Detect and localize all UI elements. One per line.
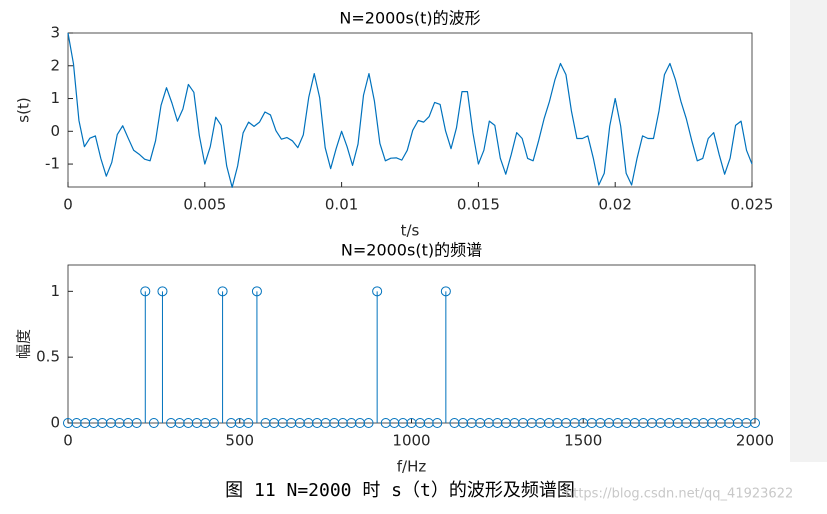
x-tick-label: 0.005 [183,196,226,214]
stem-marker [243,418,254,428]
x-axis-label: t/s [401,222,420,240]
x-tick-label: 0.015 [457,196,500,214]
stem-marker [217,286,228,297]
y-tick-label: 0 [50,414,60,432]
chart-title: N=2000s(t)的波形 [339,9,480,28]
line [67,32,753,188]
x-tick-label: 2000 [736,432,774,450]
stem-marker [750,418,760,428]
chart-title: N=2000s(t)的频谱 [341,241,482,260]
y-axis-label: 幅度 [15,329,33,359]
x-tick-label: 1000 [392,432,430,450]
y-tick-label: 3 [50,24,60,42]
margin [790,0,827,465]
stem-marker [140,286,151,297]
y-tick-label: 0 [50,122,60,140]
y-tick-label: -1 [45,155,60,173]
watermark: https://blog.csdn.net/qq_41923622 [565,487,793,502]
stem-marker [432,418,443,428]
stem-marker [208,418,219,428]
y-tick-label: 0.5 [36,348,60,366]
stem-marker [440,286,451,297]
stem-marker [251,286,262,297]
y-tick-label: 1 [50,89,60,107]
x-tick-label: 0 [63,196,73,214]
stem-marker [131,418,142,428]
x-tick-label: 0.025 [731,196,774,214]
stem-marker [148,418,159,428]
stem-marker [157,286,168,297]
x-tick-label: 0.02 [598,196,631,214]
caption-band [0,462,827,514]
axes-box [67,32,753,188]
stem-marker [372,286,383,297]
x-tick-label: 500 [225,432,254,450]
stem-marker [363,418,374,428]
caption: 图 11 N=2000 时 s（t）的波形及频谱图 [225,480,575,501]
x-tick-label: 0.01 [325,196,358,214]
axes-box [67,264,756,424]
y-axis-label: s(t) [15,97,33,122]
x-tick-label: 1500 [564,432,602,450]
x-axis-label: f/Hz [397,458,427,476]
y-tick-label: 1 [50,282,60,300]
x-tick-label: 0 [63,432,73,450]
y-tick-label: 2 [50,56,60,74]
